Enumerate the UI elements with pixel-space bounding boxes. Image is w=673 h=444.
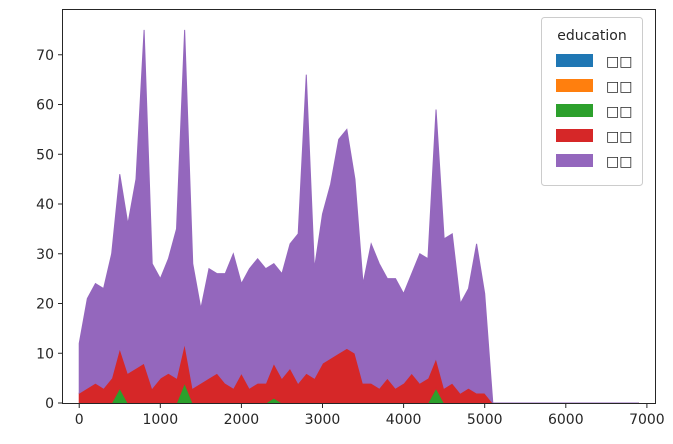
- legend-label: □□: [606, 79, 632, 95]
- y-tick-label: 10: [36, 346, 54, 362]
- y-tick-label: 40: [36, 197, 54, 213]
- y-axis: 0 10 20 30 40 50 60 70: [36, 48, 63, 412]
- legend-swatch: [556, 104, 593, 117]
- x-tick-label: 1000: [142, 412, 178, 428]
- x-tick-label: 3000: [305, 412, 341, 428]
- legend-swatch: [556, 79, 593, 92]
- legend-label: □□: [606, 54, 632, 70]
- y-tick-label: 0: [45, 396, 54, 412]
- legend: education □□ □□ □□ □□ □□: [541, 17, 643, 186]
- y-tick-label: 20: [36, 297, 54, 313]
- x-tick-label: 4000: [386, 412, 422, 428]
- legend-swatch: [556, 54, 593, 67]
- x-tick-label: 2000: [224, 412, 260, 428]
- legend-label: □□: [606, 104, 632, 120]
- y-tick-label: 50: [36, 147, 54, 163]
- x-tick-label: 5000: [467, 412, 503, 428]
- legend-swatch: [556, 154, 593, 167]
- legend-title: education: [557, 28, 626, 44]
- x-tick-label: 7000: [629, 412, 665, 428]
- legend-label: □□: [606, 154, 632, 170]
- plot-frame: [62, 9, 656, 404]
- x-axis: 0 1000 2000 3000 4000 5000 6000 7000: [75, 403, 665, 428]
- y-tick-label: 70: [36, 48, 54, 64]
- y-tick-label: 60: [36, 98, 54, 114]
- x-tick-label: 0: [75, 412, 84, 428]
- x-tick-label: 6000: [548, 412, 584, 428]
- y-tick-label: 30: [36, 247, 54, 263]
- legend-swatch: [556, 129, 593, 142]
- legend-items: □□ □□ □□ □□ □□: [556, 54, 632, 170]
- legend-label: □□: [606, 129, 632, 145]
